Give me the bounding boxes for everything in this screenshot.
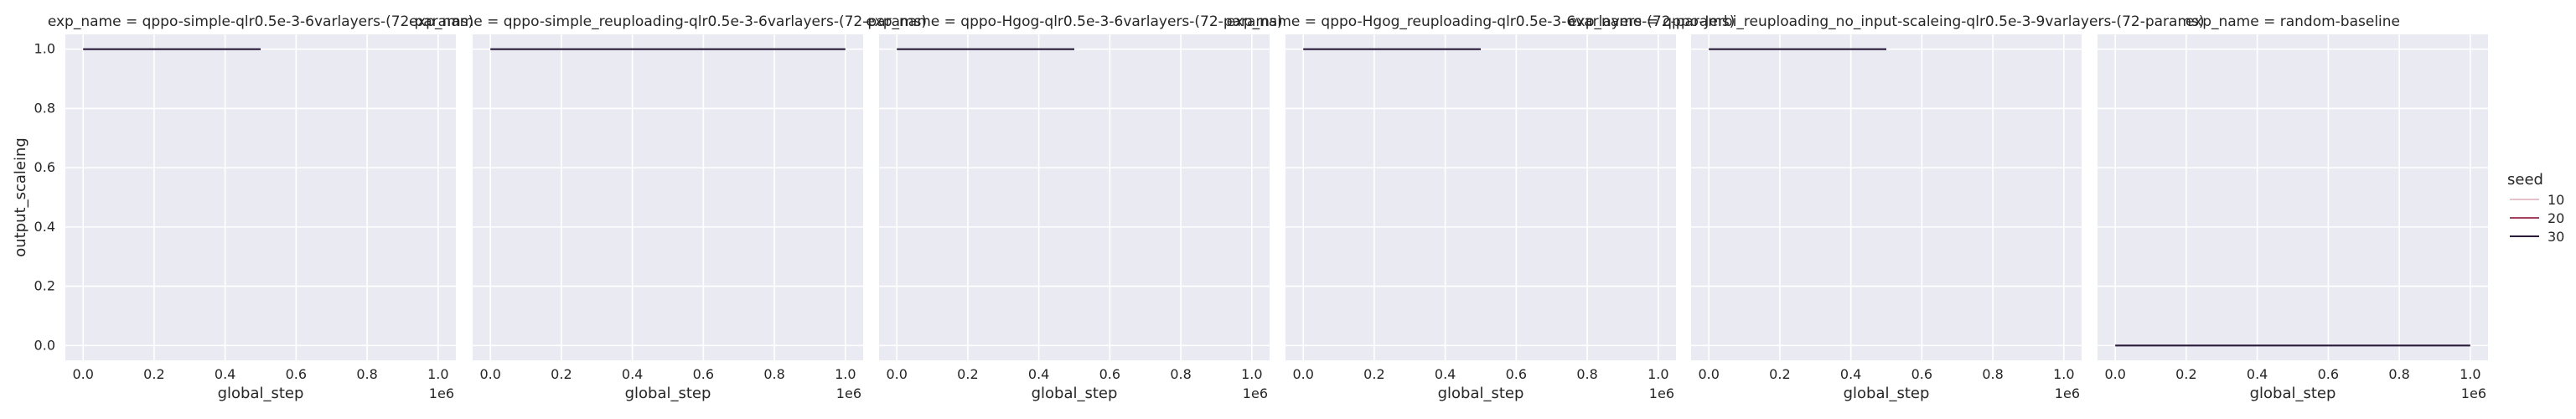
y-tick-label: 1.0 xyxy=(34,41,55,57)
legend-label: 10 xyxy=(2548,192,2564,208)
x-tick-label: 1.0 xyxy=(1648,366,1668,382)
panel-title: exp_name = qppo-Hgog-qlr0.5e-3-6varlayer… xyxy=(866,13,1283,30)
panel-title: exp_name = random-baseline xyxy=(2185,13,2400,30)
x-tick-label: 0.8 xyxy=(1576,366,1597,382)
legend-label: 30 xyxy=(2548,229,2564,245)
y-axis-label: output_scaleing xyxy=(12,137,29,257)
x-axis-label: global_step xyxy=(1032,385,1118,402)
x-tick-label: 0.6 xyxy=(286,366,307,382)
x-tick-label: 0.2 xyxy=(2175,366,2196,382)
x-axis-label: global_step xyxy=(1438,385,1524,402)
x-tick-label: 0.0 xyxy=(2104,366,2125,382)
panel-title: exp_name = qppo-simple-qlr0.5e-3-6varlay… xyxy=(48,13,473,30)
x-tick-label: 1.0 xyxy=(1241,366,1262,382)
x-axis-label: global_step xyxy=(2250,385,2336,402)
x-tick-label: 0.6 xyxy=(2318,366,2339,382)
x-tick-label: 0.8 xyxy=(763,366,784,382)
plot-background xyxy=(65,34,456,360)
panel-2: exp_name = qppo-simple_reuploading-qlr0.… xyxy=(409,13,927,402)
x-offset-label: 1e6 xyxy=(2055,385,2080,401)
x-tick-label: 0.6 xyxy=(1911,366,1932,382)
x-tick-label: 0.6 xyxy=(1506,366,1527,382)
x-tick-label: 0.0 xyxy=(1698,366,1719,382)
x-tick-label: 0.2 xyxy=(1363,366,1384,382)
plot-background xyxy=(1691,34,2082,360)
panel-6: exp_name = random-baseline 0.0 0.2 0.4 0.6 0.… xyxy=(2098,13,2488,402)
x-tick-label: 0.2 xyxy=(551,366,572,382)
x-axis-label: global_step xyxy=(218,385,304,402)
x-tick-label: 0.0 xyxy=(479,366,500,382)
x-tick-label: 0.4 xyxy=(1028,366,1049,382)
x-tick-label: 0.4 xyxy=(622,366,643,382)
x-offset-label: 1e6 xyxy=(2461,385,2486,401)
y-tick-label: 0.0 xyxy=(34,337,55,353)
x-tick-label: 0.6 xyxy=(1099,366,1120,382)
panel-3: exp_name = qppo-Hgog-qlr0.5e-3-6varlayer… xyxy=(866,13,1283,402)
x-tick-label: 0.4 xyxy=(1840,366,1861,382)
y-tick-label: 0.4 xyxy=(34,219,55,235)
x-tick-label: 1.0 xyxy=(835,366,856,382)
legend-label: 20 xyxy=(2548,210,2564,226)
x-offset-label: 1e6 xyxy=(429,385,454,401)
x-tick-label: 0.0 xyxy=(72,366,93,382)
x-tick-label: 0.6 xyxy=(693,366,714,382)
x-tick-label: 0.4 xyxy=(2247,366,2268,382)
panel-4: exp_name = qppo-Hgog_reuploading-qlr0.5e… xyxy=(1227,13,1735,402)
y-tick-label: 0.6 xyxy=(34,159,55,175)
plot-background xyxy=(1285,34,1676,360)
x-tick-label: 0.2 xyxy=(1769,366,1790,382)
x-offset-label: 1e6 xyxy=(836,385,861,401)
x-tick-label: 1.0 xyxy=(2053,366,2074,382)
plot-background xyxy=(879,34,1270,360)
y-tick-label: 0.2 xyxy=(34,278,55,294)
x-tick-label: 0.8 xyxy=(2388,366,2409,382)
x-tick-label: 0.4 xyxy=(215,366,235,382)
x-tick-label: 1.0 xyxy=(2460,366,2480,382)
x-tick-label: 0.0 xyxy=(886,366,907,382)
x-tick-label: 0.2 xyxy=(957,366,978,382)
panel-5: exp_name = qppo-Jerbi_reuploading_no_inp… xyxy=(1568,13,2204,402)
panel-title: exp_name = qppo-simple_reuploading-qlr0.… xyxy=(409,13,927,30)
plot-background xyxy=(473,34,863,360)
x-tick-label: 0.4 xyxy=(1435,366,1456,382)
x-tick-label: 0.2 xyxy=(143,366,164,382)
x-tick-label: 0.8 xyxy=(1982,366,2003,382)
x-tick-label: 0.8 xyxy=(356,366,377,382)
panel-title: exp_name = qppo-Hgog_reuploading-qlr0.5e… xyxy=(1227,13,1735,30)
x-tick-label: 1.0 xyxy=(427,366,448,382)
x-offset-label: 1e6 xyxy=(1243,385,1268,401)
legend: seed 10 20 30 xyxy=(2507,171,2564,245)
plot-background xyxy=(2098,34,2488,360)
legend-title: seed xyxy=(2507,171,2543,189)
x-tick-label: 0.8 xyxy=(1170,366,1191,382)
panel-1: exp_name = qppo-simple-qlr0.5e-3-6varlay… xyxy=(12,13,473,402)
y-tick-label: 0.8 xyxy=(34,100,55,116)
x-tick-label: 0.0 xyxy=(1292,366,1313,382)
panel-title: exp_name = qppo-Jerbi_reuploading_no_inp… xyxy=(1568,13,2204,30)
x-offset-label: 1e6 xyxy=(1649,385,1674,401)
x-axis-label: global_step xyxy=(625,385,711,402)
x-axis-label: global_step xyxy=(1844,385,1930,402)
